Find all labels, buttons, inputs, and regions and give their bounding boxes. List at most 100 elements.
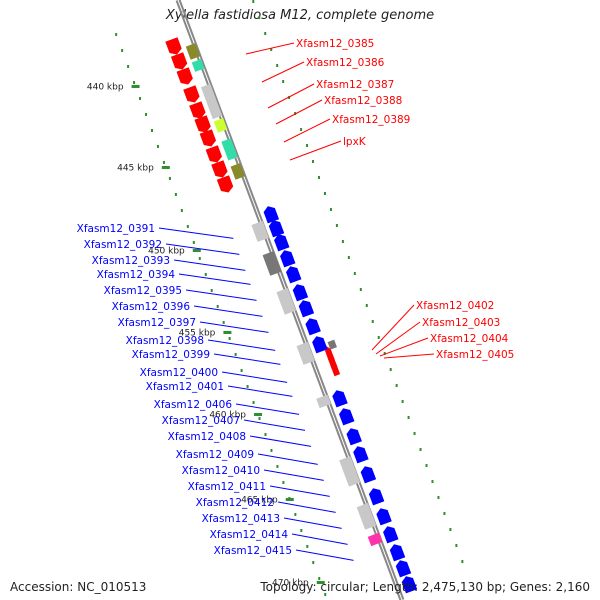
gene-block (200, 83, 223, 120)
tick-dot (312, 560, 315, 564)
leader-line (173, 259, 246, 271)
scale-tick (223, 330, 232, 334)
gene-label-xfasm12_0399: Xfasm12_0399 (132, 349, 210, 361)
tick-dot (145, 112, 148, 116)
leader-line (261, 61, 305, 83)
tick-dot (347, 256, 350, 260)
gene-block (296, 341, 315, 365)
reverse-gene-arrow (360, 466, 377, 484)
leader-line (269, 485, 330, 497)
reverse-gene-arrow (346, 428, 362, 446)
tick-dot (401, 400, 404, 404)
gene-label-xfasm12_0387: Xfasm12_0387 (316, 79, 394, 91)
gene-block (276, 288, 297, 315)
tick-dot (228, 336, 231, 340)
scale-tick (192, 248, 201, 252)
reverse-gene-arrow (312, 336, 328, 354)
gene-block (356, 503, 377, 530)
leader-line (291, 533, 348, 545)
forward-gene-arrow (183, 85, 200, 103)
scale-label: 460 kbp (209, 410, 246, 420)
tick-dot (389, 368, 392, 372)
tick-dot (383, 352, 386, 356)
tick-dot (150, 128, 153, 132)
scale-tick (285, 497, 294, 501)
tick-dot (300, 128, 303, 132)
tick-dot (139, 96, 142, 100)
gene-label-xfasm12_0395: Xfasm12_0395 (104, 285, 182, 297)
tick-dot (222, 320, 225, 324)
gene-label-xfasm12_0396: Xfasm12_0396 (112, 301, 191, 313)
gene-block (339, 456, 361, 487)
leader-line (371, 304, 415, 351)
gene-block (185, 43, 201, 60)
tick-dot (371, 320, 374, 324)
leader-line (227, 385, 293, 397)
gene-block (262, 250, 282, 276)
gene-label-xfasm12_0415: Xfasm12_0415 (214, 545, 292, 557)
gene-label-xfasm12_0414: Xfasm12_0414 (210, 529, 289, 541)
gene-label-xfasm12_0410: Xfasm12_0410 (182, 465, 260, 477)
leader-line (199, 321, 269, 333)
tick-dot (407, 416, 410, 420)
tick-dot (329, 208, 332, 212)
tick-dot (365, 304, 368, 308)
leader-line (295, 549, 354, 561)
tick-dot (198, 256, 201, 260)
tick-dot (258, 16, 261, 20)
gene-label-xfasm12_0400: Xfasm12_0400 (140, 367, 218, 379)
scale-label: 455 kbp (179, 328, 216, 338)
leader-line (158, 227, 234, 239)
gene-block (367, 532, 383, 547)
tick-dot (115, 32, 118, 36)
tick-dot (425, 464, 428, 468)
gene-label-xfasm12_0386: Xfasm12_0386 (306, 57, 385, 69)
tick-dot (294, 512, 297, 516)
tick-dot (127, 64, 130, 68)
leader-line (289, 140, 342, 161)
reverse-gene-arrow (368, 488, 385, 506)
tick-dot (282, 480, 285, 484)
leader-line (235, 403, 300, 415)
forward-gene-arrow (170, 52, 188, 70)
reverse-gene-arrow (263, 206, 280, 224)
tick-dot (252, 0, 255, 4)
label-leaders (158, 42, 435, 561)
gene-label-xfasm12_0389: Xfasm12_0389 (332, 114, 410, 126)
tick-dot (419, 448, 422, 452)
reverse-gene-arrow (274, 234, 290, 252)
tick-dot (312, 160, 315, 164)
scale-label: 445 kbp (117, 163, 154, 173)
gene-label-xfasm12_0403: Xfasm12_0403 (422, 317, 500, 329)
tick-dot (276, 64, 279, 68)
accession-text: Accession: NC_010513 (10, 580, 147, 594)
leader-line (185, 289, 257, 301)
forward-gene-arrow (189, 101, 206, 119)
tick-dot (455, 544, 458, 548)
feature-track (165, 37, 418, 594)
tick-dot (258, 416, 261, 420)
leader-line (245, 42, 295, 55)
tick-dot (413, 432, 416, 436)
tick-dot (437, 496, 440, 500)
tick-dot (461, 560, 464, 564)
tick-dot (204, 272, 207, 276)
forward-gene-arrow (211, 160, 228, 178)
leader-line (193, 305, 263, 317)
gene-label-lpxk: lpxK (343, 136, 367, 148)
reverse-gene-arrow (280, 250, 296, 268)
tick-dot (377, 336, 380, 340)
reverse-gene-arrow (339, 408, 355, 426)
gene-label-xfasm12_0405: Xfasm12_0405 (436, 349, 514, 361)
tick-dot (443, 512, 446, 516)
tick-dot (186, 224, 189, 228)
leader-line (267, 83, 315, 109)
leader-line (283, 517, 342, 529)
gene-label-xfasm12_0411: Xfasm12_0411 (188, 481, 266, 493)
tick-dot (264, 32, 267, 36)
tick-dot (276, 464, 279, 468)
tick-dot (282, 80, 285, 84)
leader-line (283, 118, 331, 143)
scale-label: 465 kbp (241, 495, 278, 505)
